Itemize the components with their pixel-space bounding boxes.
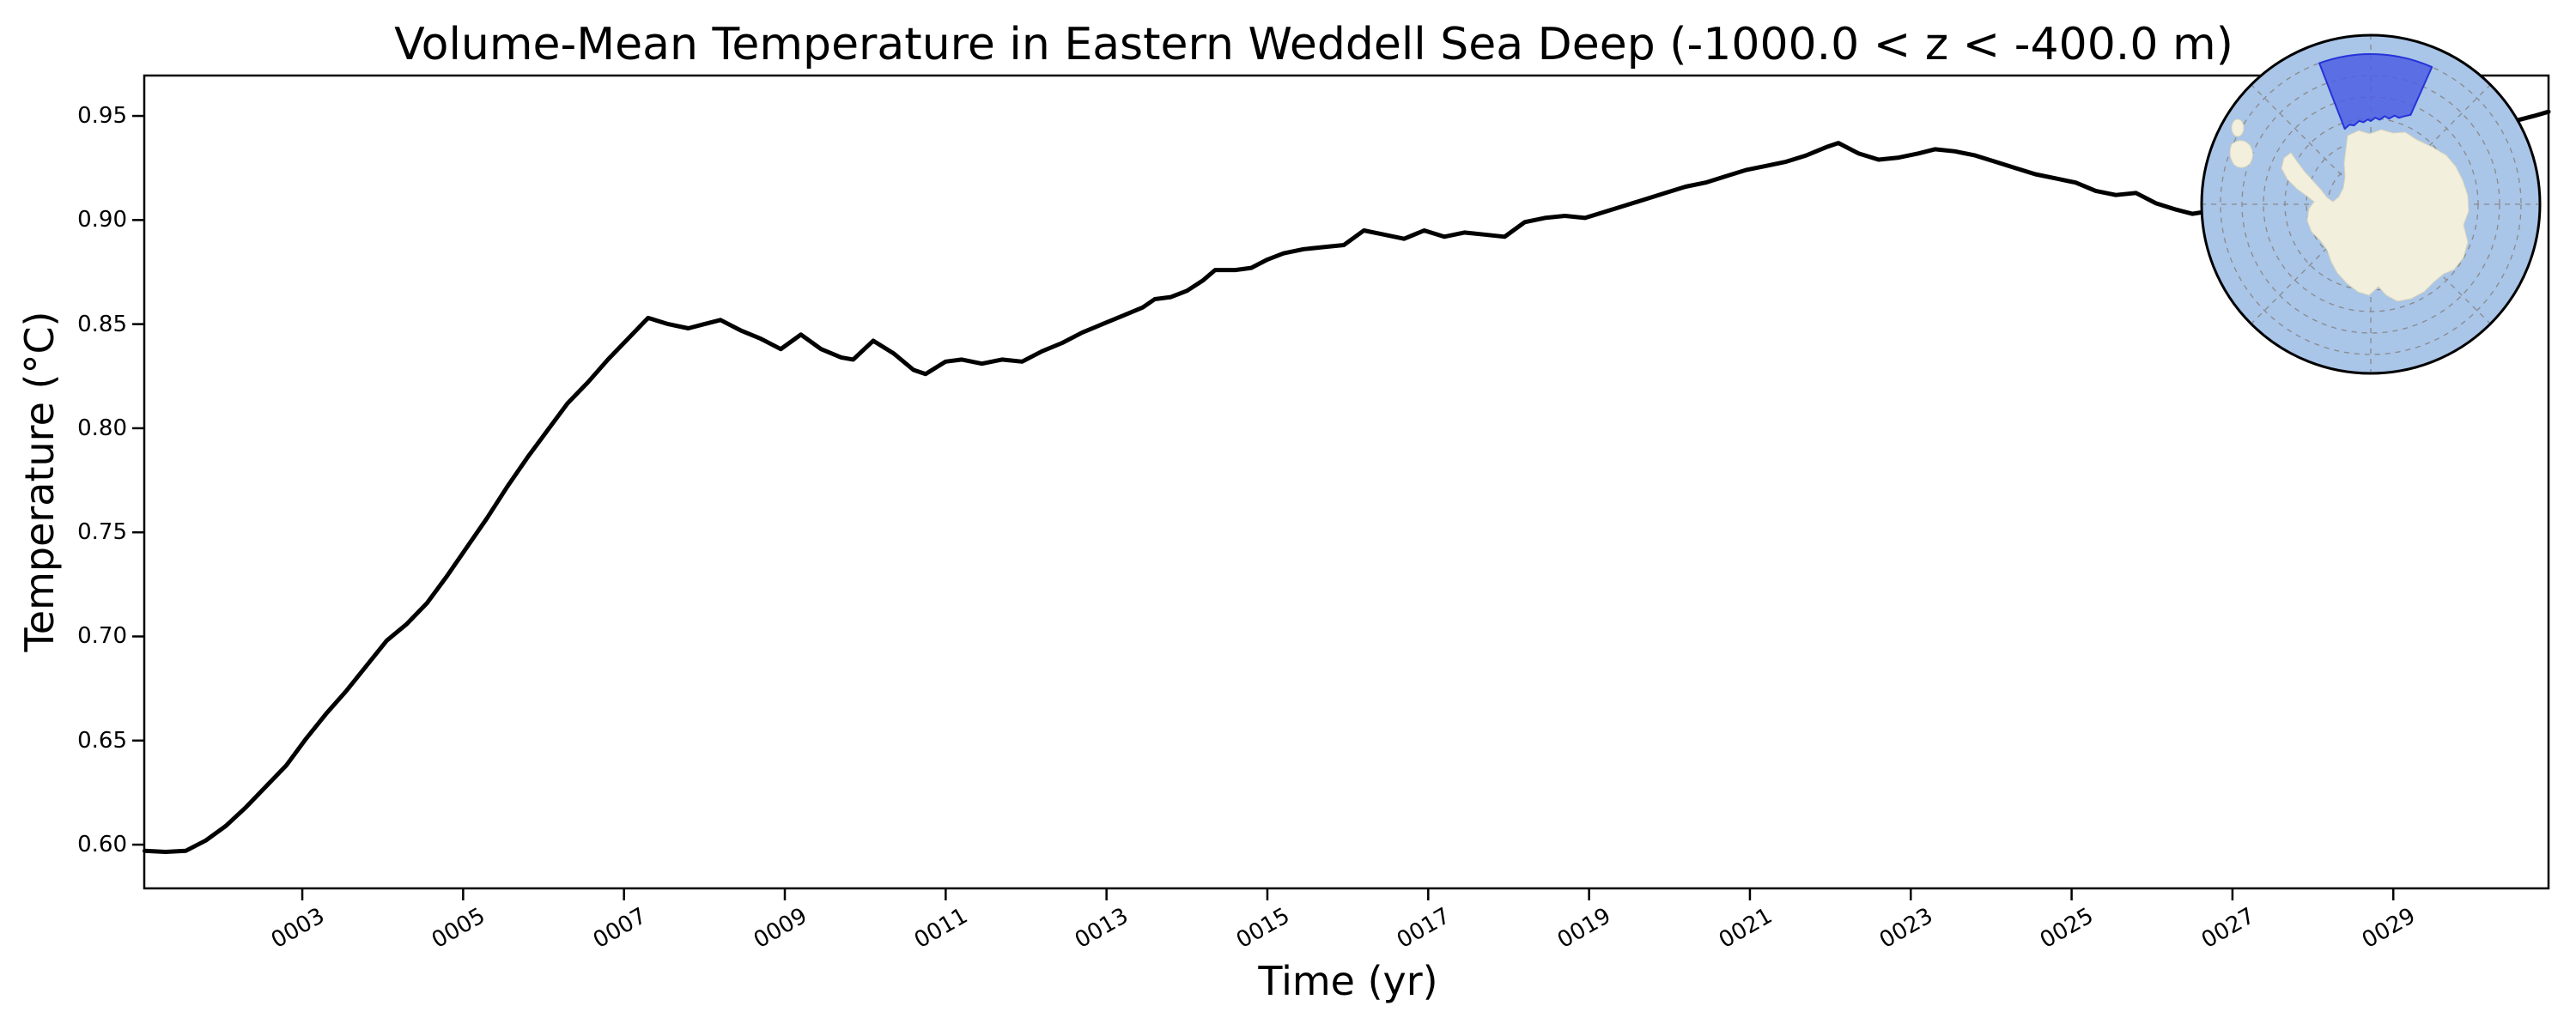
map-outline (2200, 33, 2542, 375)
y-tick-label: 0.85 (77, 311, 127, 337)
map-region-highlight (2318, 53, 2433, 130)
map-meridian (2370, 84, 2491, 205)
y-tick-label: 0.70 (77, 623, 127, 650)
axes-frame (143, 74, 2550, 890)
map-island (2231, 118, 2245, 137)
y-tick-label: 0.75 (77, 519, 127, 546)
y-tick-label: 0.65 (77, 727, 127, 754)
y-tick-label: 0.60 (77, 832, 127, 858)
antarctica-inset-map (2200, 33, 2542, 375)
y-tick-label: 0.95 (77, 103, 127, 130)
y-tick-label: 0.80 (77, 415, 127, 441)
map-parallel (2220, 53, 2522, 355)
y-tick-label: 0.90 (77, 207, 127, 233)
chart-title: Volume-Mean Temperature in Eastern Wedde… (394, 19, 2233, 70)
map-antarctica-landmass (2229, 118, 2470, 302)
map-island (2229, 140, 2253, 168)
map-meridian (2251, 84, 2372, 205)
temperature-line (143, 109, 2551, 854)
x-axis-label: Time (yr) (1258, 958, 1438, 1004)
map-continent (2281, 129, 2470, 302)
map-meridian (2251, 203, 2372, 324)
